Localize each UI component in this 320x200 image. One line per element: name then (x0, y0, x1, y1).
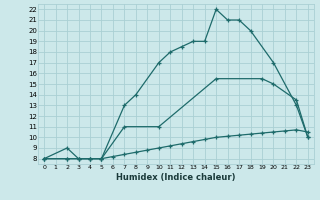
X-axis label: Humidex (Indice chaleur): Humidex (Indice chaleur) (116, 173, 236, 182)
